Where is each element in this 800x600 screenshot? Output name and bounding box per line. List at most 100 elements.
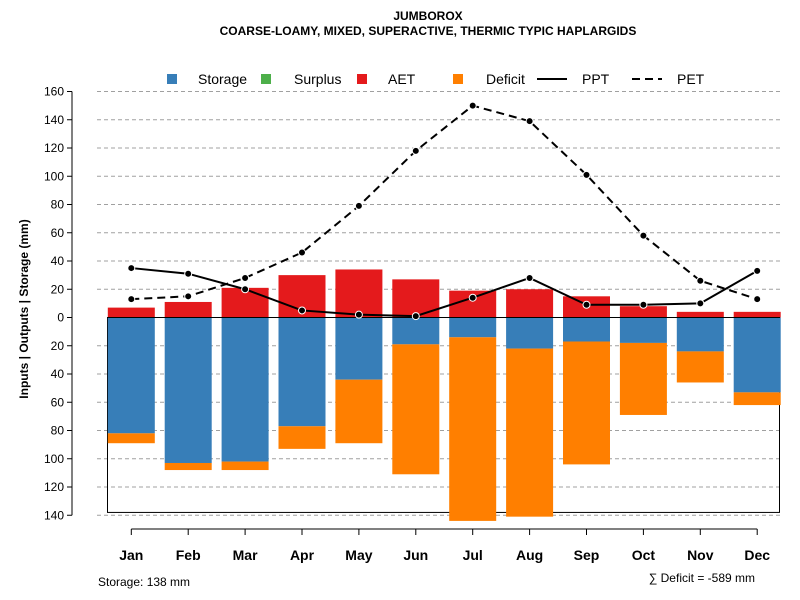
ppt-line	[131, 267, 758, 318]
ppt-point	[127, 264, 136, 273]
legend-label: AET	[388, 71, 416, 87]
deficit-bar	[164, 462, 212, 471]
month-label: Nov	[687, 547, 714, 563]
pet-line	[131, 104, 758, 301]
aet-bar	[164, 301, 212, 318]
deficit-bar	[221, 461, 269, 471]
ppt-point	[184, 269, 193, 278]
legend-swatch	[357, 74, 367, 84]
y-tick-label: 160	[44, 85, 64, 99]
legend-label: Storage	[198, 71, 247, 87]
y-tick-label: 20	[51, 282, 65, 296]
pet-point	[411, 146, 420, 155]
y-tick-label: 140	[44, 113, 64, 127]
storage-bar	[733, 317, 781, 393]
aet-bar	[335, 269, 383, 318]
y-tick-label: 120	[44, 141, 64, 155]
pet-point	[184, 292, 193, 301]
storage-bar	[221, 317, 269, 462]
legend-swatch	[453, 74, 463, 84]
storage-bar	[563, 317, 610, 342]
deficit-bar	[449, 337, 497, 521]
pet-point	[639, 231, 648, 240]
month-label: Apr	[290, 547, 315, 563]
storage-bar	[164, 317, 212, 463]
pet-point	[241, 273, 250, 282]
y-tick-label: 80	[51, 198, 65, 212]
x-axis: Jan Feb Mar Apr May Jun Jul Aug Sep Oct Nov Dec	[119, 528, 770, 563]
storage-bar	[619, 317, 667, 343]
month-label: Jul	[463, 547, 483, 563]
y-tick-label: 0	[57, 311, 64, 325]
legend-swatch	[261, 74, 271, 84]
pet-point	[753, 295, 762, 304]
deficit-bar	[563, 341, 610, 465]
legend-label: PPT	[582, 71, 610, 87]
pet-point	[696, 276, 705, 285]
deficit-bar	[619, 342, 667, 415]
chart-subtitle: COARSE-LOAMY, MIXED, SUPERACTIVE, THERMI…	[220, 24, 637, 38]
ppt-point	[241, 285, 250, 294]
storage-bar	[676, 317, 724, 352]
y-tick-label: 60	[51, 395, 65, 409]
deficit-bar	[278, 426, 326, 449]
bars	[107, 269, 781, 521]
storage-bar	[449, 317, 497, 338]
deficit-bar	[335, 379, 383, 444]
month-label: Sep	[574, 547, 600, 563]
deficit-bar	[392, 344, 440, 475]
ppt-point	[696, 299, 705, 308]
ppt-point	[582, 300, 591, 309]
month-label: May	[345, 547, 372, 563]
month-label: Jan	[119, 547, 143, 563]
ppt-point	[354, 310, 363, 319]
aet-bar	[506, 289, 554, 318]
pet-point	[582, 170, 591, 179]
aet-bar	[107, 307, 155, 318]
storage-bar	[107, 317, 155, 434]
legend-label: PET	[677, 71, 705, 87]
y-tick-label: 40	[51, 254, 65, 268]
pet-point	[298, 248, 306, 257]
y-tick-label: 20	[51, 339, 65, 353]
deficit-bar	[107, 433, 155, 444]
storage-bar	[506, 317, 554, 349]
y-tick-label: 40	[51, 367, 65, 381]
deficit-bar	[506, 348, 554, 517]
ppt-point	[298, 306, 306, 315]
month-label: Feb	[176, 547, 201, 563]
ppt-point	[411, 312, 420, 321]
pet-point	[468, 101, 477, 110]
y-tick-label: 100	[44, 452, 64, 466]
storage-bar	[278, 317, 326, 427]
aet-bar	[676, 311, 724, 318]
y-tick-label: 80	[51, 424, 65, 438]
deficit-bar	[676, 351, 724, 383]
pet-point	[127, 295, 136, 304]
ppt-point	[753, 266, 762, 275]
legend: Storage Surplus AET Deficit PPT PET	[167, 71, 705, 87]
ppt-point	[525, 273, 534, 282]
y-tick-label: 140	[44, 508, 64, 522]
month-label: Jun	[403, 547, 428, 563]
aet-bar	[619, 306, 667, 318]
month-label: Mar	[233, 547, 258, 563]
chart-title: JUMBOROX	[393, 9, 462, 23]
pet-point	[525, 117, 534, 126]
y-tick-label: 60	[51, 226, 65, 240]
deficit-footer: ∑ Deficit = -589 mm	[649, 571, 755, 585]
month-label: Oct	[632, 547, 656, 563]
month-label: Aug	[516, 547, 543, 563]
y-tick-label: 120	[44, 480, 64, 494]
ppt-point	[468, 293, 477, 302]
legend-label: Surplus	[294, 71, 341, 87]
month-label: Dec	[744, 547, 770, 563]
legend-label: Deficit	[486, 71, 525, 87]
y-axis-labels: 160 140 120 100 80 60 40 20 0 20 40 60 80 100 120 140	[44, 85, 73, 522]
pet-point	[354, 201, 363, 210]
deficit-bar	[733, 392, 781, 406]
y-tick-label: 100	[44, 169, 64, 183]
legend-swatch	[167, 74, 177, 84]
aet-bar	[733, 311, 781, 318]
